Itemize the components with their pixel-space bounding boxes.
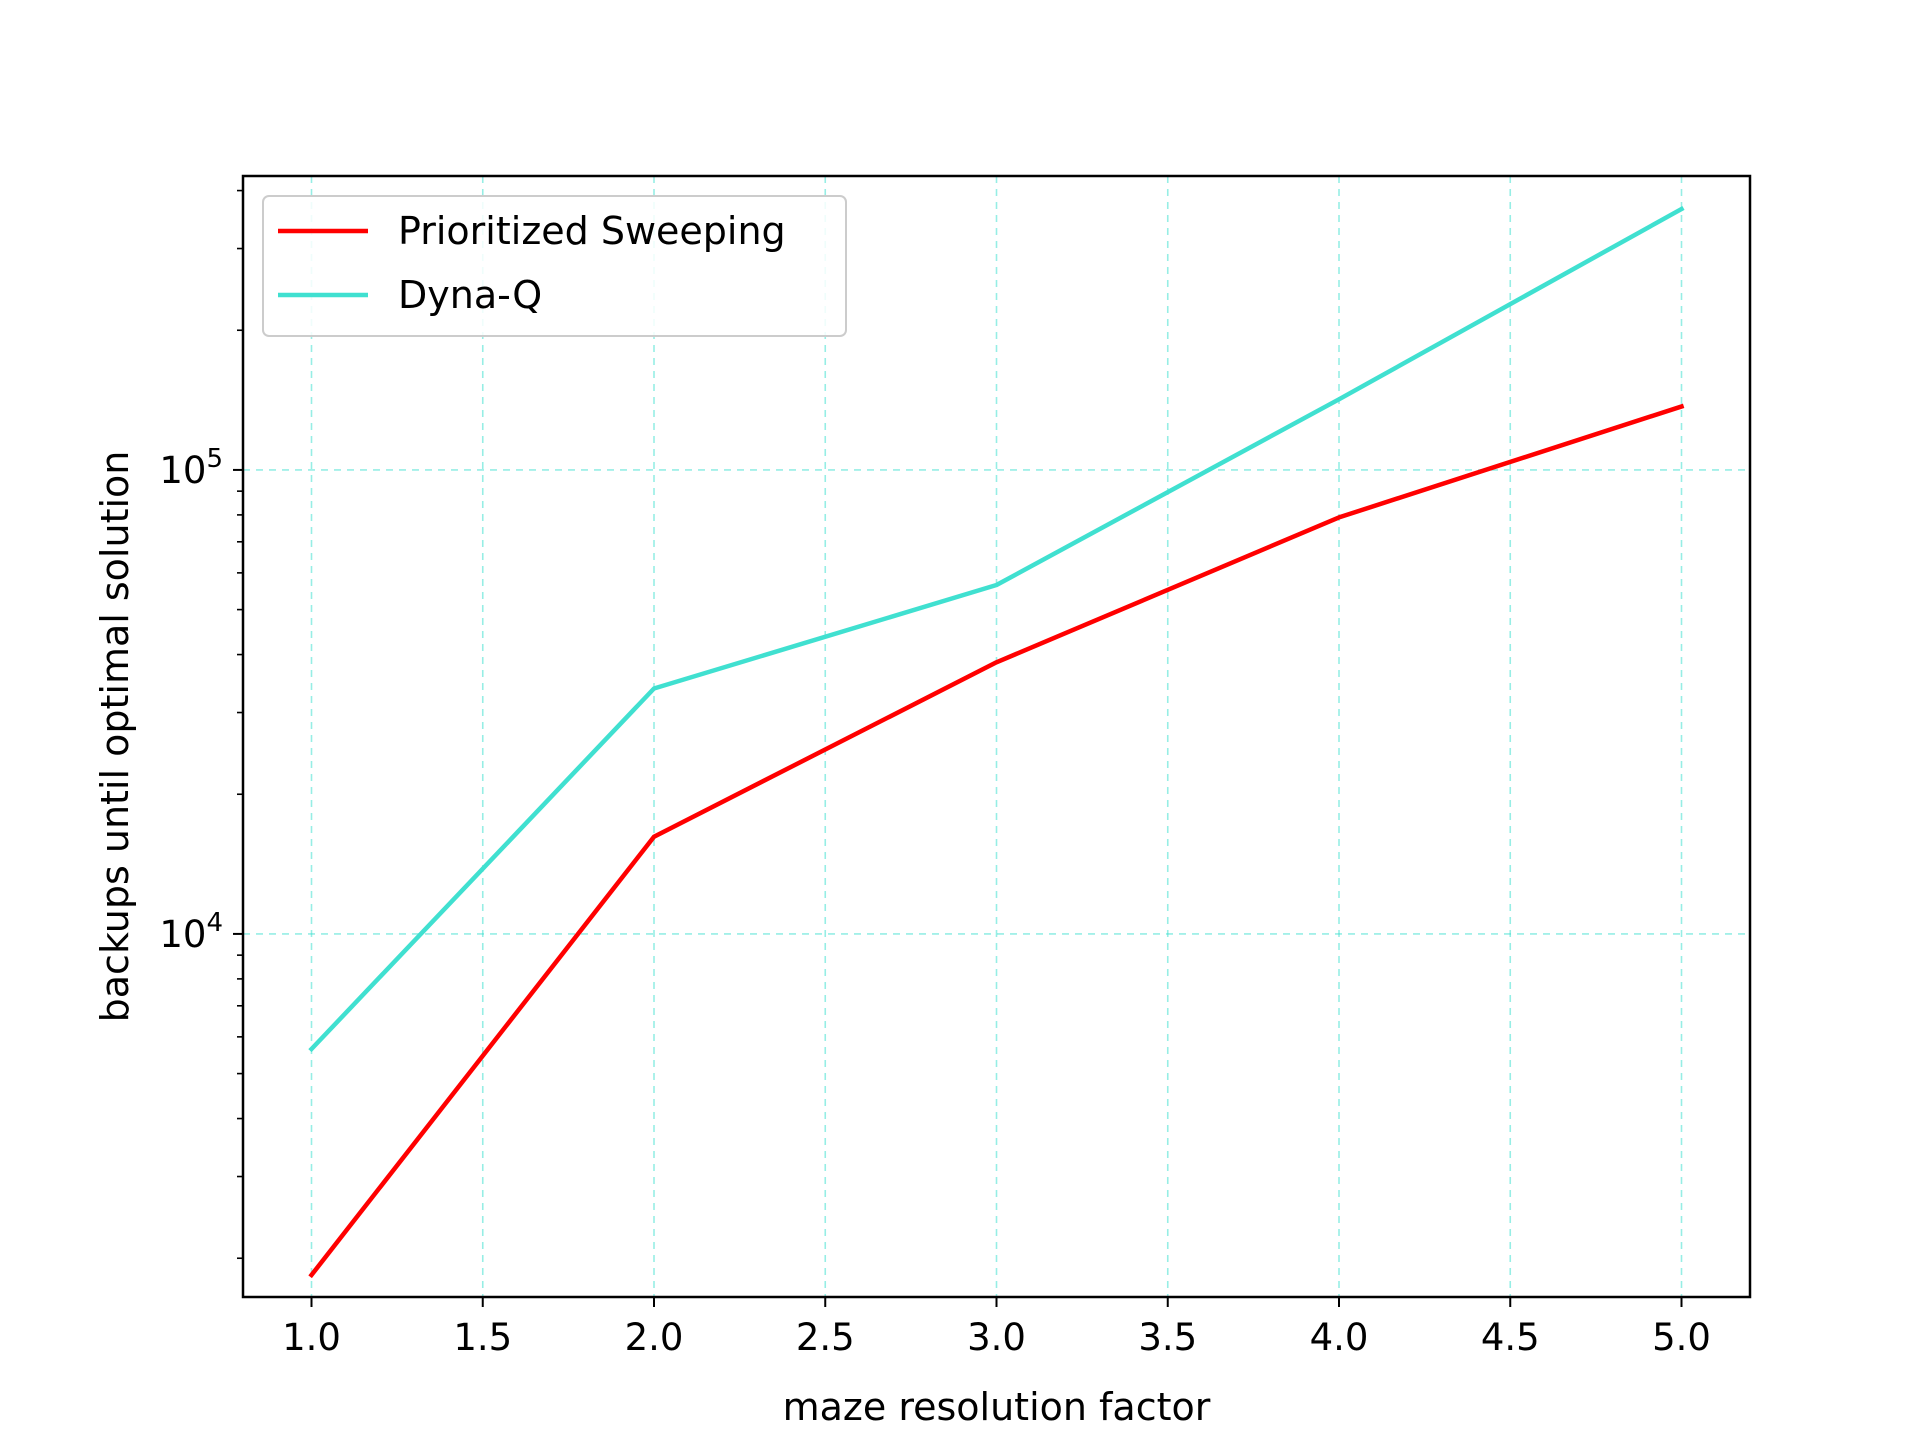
y-tick-exponent: 5 bbox=[206, 444, 223, 474]
legend-label: Dyna-Q bbox=[398, 273, 542, 317]
x-tick-label: 4.5 bbox=[1481, 1316, 1540, 1359]
x-tick-label: 2.5 bbox=[796, 1316, 855, 1359]
legend-label: Prioritized Sweeping bbox=[398, 209, 786, 253]
x-tick-label: 4.0 bbox=[1310, 1316, 1369, 1359]
y-tick-base: 10 bbox=[159, 913, 206, 956]
legend: Prioritized Sweeping Dyna-Q bbox=[262, 195, 847, 337]
x-tick-label: 1.5 bbox=[453, 1316, 512, 1359]
y-tick-exponent: 4 bbox=[206, 908, 223, 938]
x-tick-label: 5.0 bbox=[1652, 1316, 1711, 1359]
x-tick-label: 1.0 bbox=[282, 1316, 341, 1359]
legend-box bbox=[262, 195, 847, 337]
series-layer bbox=[308, 205, 1685, 1279]
y-axis-label: backups until optimal solution bbox=[93, 451, 137, 1023]
y-tick-base: 10 bbox=[159, 449, 206, 492]
x-tick-label: 2.0 bbox=[625, 1316, 684, 1359]
y-tick-label: 105 bbox=[159, 444, 223, 492]
x-axis-label: maze resolution factor bbox=[783, 1385, 1211, 1429]
grid-layer bbox=[243, 176, 1750, 1297]
legend-items: Prioritized Sweeping Dyna-Q bbox=[278, 209, 786, 317]
series-line-dyna-q bbox=[308, 205, 1685, 1053]
x-tick-label: 3.5 bbox=[1138, 1316, 1197, 1359]
y-tick-label: 104 bbox=[159, 908, 223, 956]
series-line-prioritized-sweeping bbox=[308, 403, 1685, 1279]
x-tick-label: 3.0 bbox=[967, 1316, 1026, 1359]
